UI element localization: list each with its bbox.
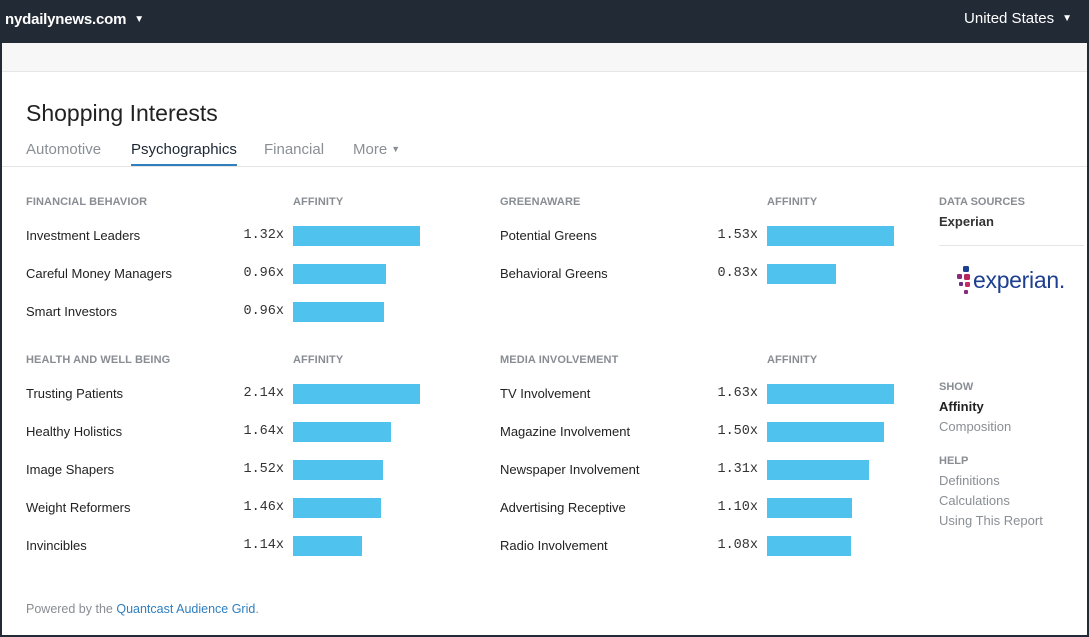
country-selector[interactable]: United States ▼ [964,10,1072,27]
show-affinity-option[interactable]: Affinity [939,399,984,414]
row-label: TV Involvement [500,386,591,401]
help-heading: HELP [939,455,969,467]
row-label: Trusting Patients [26,386,124,401]
caret-down-icon: ▼ [134,14,144,25]
row-value: 1.63x [717,386,758,401]
row-value: 1.14x [243,538,284,553]
row-value: 0.83x [717,266,758,281]
footer: Powered by the Quantcast Audience Grid. [26,602,259,616]
row-label: Healthy Holistics [26,424,123,439]
row-label: Radio Involvement [500,538,608,553]
row-value: 1.53x [717,228,758,243]
tab-psychographics[interactable]: Psychographics [131,141,237,166]
sidebar-divider [939,245,1084,246]
affinity-bar [293,536,362,556]
affinity-heading: AFFINITY [767,354,818,366]
section-heading: HEALTH AND WELL BEING [26,354,171,366]
affinity-bar [293,226,420,246]
show-heading: SHOW [939,381,974,393]
row-value: 1.08x [717,538,758,553]
help-calculations-link[interactable]: Calculations [939,493,1010,508]
sub-header-bar [2,43,1087,72]
affinity-bar [293,302,384,322]
tab-more-label: More [353,141,388,158]
affinity-bar [293,460,383,480]
data-sources-heading: DATA SOURCES [939,196,1025,208]
country-name: United States [964,10,1055,27]
help-definitions-link[interactable]: Definitions [939,473,1000,488]
row-value: 1.50x [717,424,758,439]
row-label: Behavioral Greens [500,266,608,281]
affinity-bar [767,422,884,442]
row-value: 1.31x [717,462,758,477]
affinity-bar [767,460,869,480]
row-value: 1.46x [243,500,284,515]
row-value: 1.52x [243,462,284,477]
site-name: nydailynews.com [5,11,127,28]
row-label: Careful Money Managers [26,266,172,281]
row-value: 1.32x [243,228,284,243]
row-value: 0.96x [243,266,284,281]
affinity-heading: AFFINITY [767,196,818,208]
affinity-bar [293,384,420,404]
footer-prefix: Powered by the [26,602,117,616]
quantcast-link[interactable]: Quantcast Audience Grid [116,602,256,616]
tab-financial[interactable]: Financial [264,141,325,158]
row-label: Magazine Involvement [500,424,631,439]
experian-logo-text: experian. [973,267,1065,293]
footer-suffix: . [255,602,259,616]
affinity-bar [767,498,852,518]
affinity-bar [767,264,836,284]
row-label: Smart Investors [26,304,118,319]
row-value: 1.10x [717,500,758,515]
show-composition-option[interactable]: Composition [939,419,1012,434]
row-label: Potential Greens [500,228,597,243]
affinity-bar [767,384,894,404]
caret-down-icon: ▼ [391,144,401,154]
section-heading: GREENAWARE [500,196,581,208]
affinity-heading: AFFINITY [293,354,344,366]
top-bar: nydailynews.com ▼ United States ▼ [0,0,1089,43]
site-selector[interactable]: nydailynews.com ▼ [5,11,144,28]
row-label: Newspaper Involvement [500,462,640,477]
row-label: Image Shapers [26,462,115,477]
experian-logo: experian. [955,263,1070,303]
affinity-bar [767,226,894,246]
experian-dots-icon [957,266,970,294]
affinity-bar [293,498,381,518]
section-heading: MEDIA INVOLVEMENT [500,354,619,366]
affinity-bar [293,422,391,442]
data-source-name: Experian [939,214,994,229]
affinity-heading: AFFINITY [293,196,344,208]
caret-down-icon: ▼ [1062,13,1072,24]
row-value: 0.96x [243,304,284,319]
row-value: 1.64x [243,424,284,439]
row-label: Invincibles [26,538,87,553]
affinity-bar [767,536,851,556]
help-using-report-link[interactable]: Using This Report [939,513,1043,528]
row-label: Investment Leaders [26,228,141,243]
affinity-bar [293,264,386,284]
tab-more[interactable]: More ▼ [353,141,400,164]
section-heading: FINANCIAL BEHAVIOR [26,196,148,208]
row-label: Advertising Receptive [500,500,626,515]
tab-automotive[interactable]: Automotive [26,141,102,158]
row-value: 2.14x [243,386,284,401]
row-label: Weight Reformers [26,500,131,515]
tabs-divider [2,166,1087,167]
page-title: Shopping Interests [26,100,218,126]
